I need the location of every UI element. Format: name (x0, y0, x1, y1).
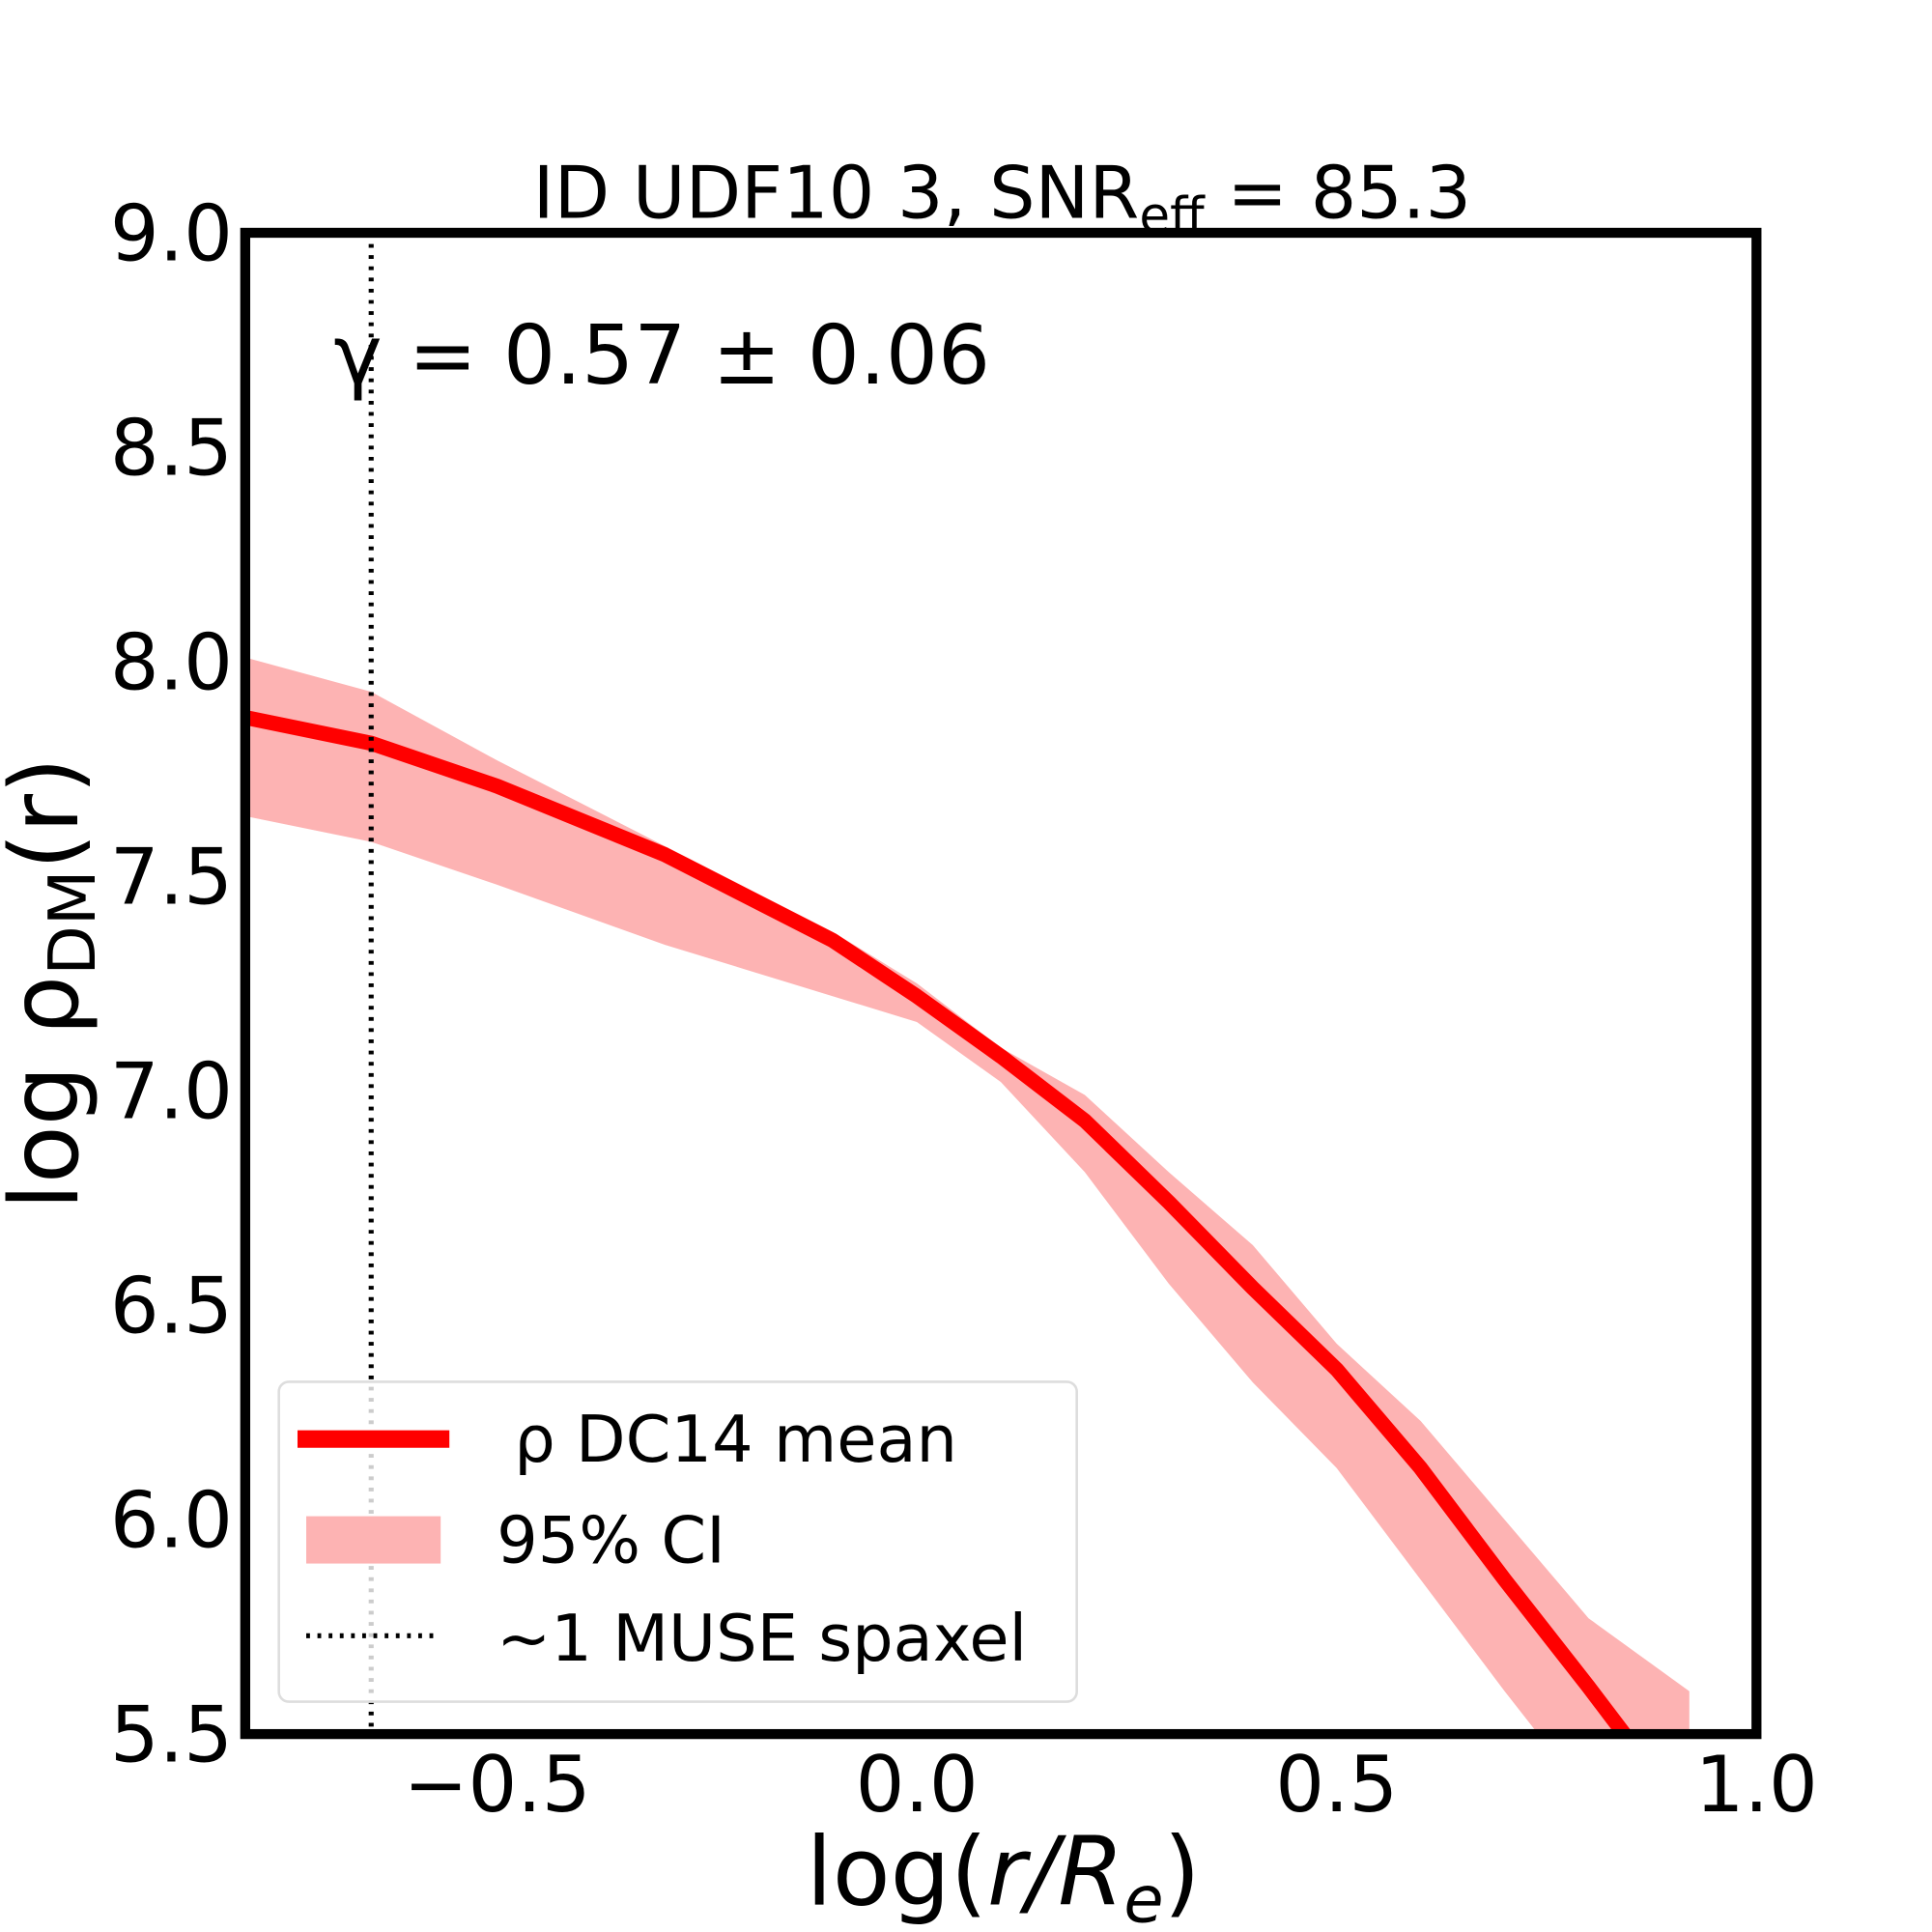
chart-title: ID UDF10 3, SNReff = 85.3 (533, 152, 1472, 245)
x-tick-label: 0.0 (856, 1740, 979, 1830)
xlabel-main: log( (807, 1818, 987, 1928)
legend-label: 95% CI (497, 1502, 725, 1577)
y-tick-label: 7.5 (110, 832, 233, 922)
legend-band-swatch (306, 1516, 441, 1564)
axes-frame (240, 227, 1762, 1740)
y-axis-label: log ρDM(r) (0, 757, 110, 1210)
x-tick-label: 0.5 (1275, 1740, 1398, 1830)
y-tick-label: 9.0 (110, 188, 233, 278)
legend-label: ρ DC14 mean (514, 1402, 957, 1477)
x-tick-label: 1.0 (1695, 1740, 1818, 1830)
title-main: ID UDF10 3, SNR (533, 152, 1140, 236)
title-subscript: eff (1139, 187, 1206, 245)
title-suffix: = 85.3 (1205, 152, 1472, 236)
ylabel-main: log ρ (0, 976, 100, 1210)
legend-label: ~1 MUSE spaxel (497, 1601, 1027, 1676)
y-tick-label: 8.5 (110, 403, 233, 493)
ylabel-subscript: DM (35, 869, 110, 975)
x-tick-label: −0.5 (404, 1740, 591, 1830)
mean-line (244, 710, 1634, 1735)
plot-area (244, 232, 1690, 1735)
legend: ρ DC14 mean 95% CI ~1 MUSE spaxel (277, 1380, 1078, 1703)
annotation: γ = 0.57 ± 0.06 (333, 308, 990, 404)
xlabel-italic: r/R (987, 1818, 1123, 1928)
legend-box (277, 1380, 1078, 1703)
y-tick-label: 6.5 (110, 1261, 233, 1350)
y-tick-label: 6.0 (110, 1475, 233, 1565)
y-tick-label: 5.5 (110, 1690, 233, 1779)
y-tick-label: 7.0 (110, 1046, 233, 1136)
y-tick-label: 8.0 (110, 617, 233, 707)
ylabel-suffix: (r) (0, 757, 100, 870)
xlabel-subscript: e (1123, 1862, 1163, 1932)
xlabel-suffix: ) (1164, 1818, 1201, 1928)
x-axis-label: log(r/Re) (807, 1818, 1201, 1932)
